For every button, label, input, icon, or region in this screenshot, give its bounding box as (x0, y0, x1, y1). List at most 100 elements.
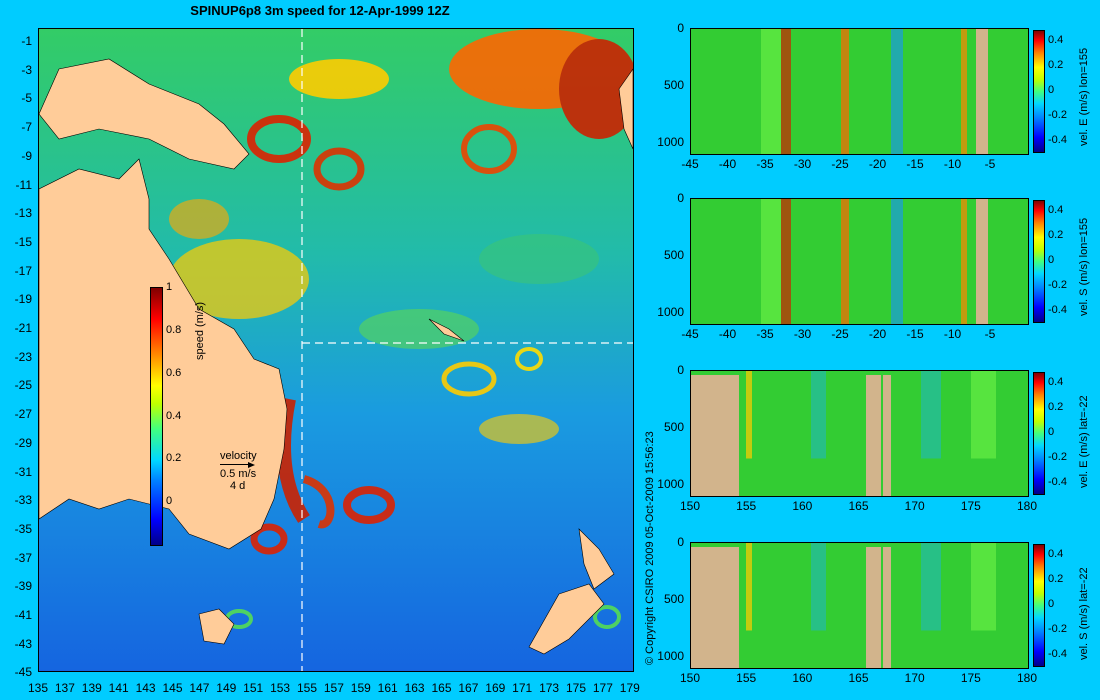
section-panel (690, 370, 1029, 497)
new-guinea (39, 58, 250, 170)
figure-title: SPINUP6p8 3m speed for 12-Apr-1999 12Z (190, 3, 450, 18)
panel-colorbar-tick: 0.2 (1048, 229, 1064, 241)
panel-xtick: -10 (943, 327, 962, 341)
section-canvas (691, 543, 1028, 668)
velocity-legend: velocity 0.5 m/s 4 d (220, 450, 257, 492)
map-ytick: -41 (14, 608, 32, 622)
panel-colorbar (1033, 544, 1045, 667)
panel-ytick: 500 (663, 78, 684, 92)
panel-ytick: 0 (677, 21, 684, 35)
map-xtick: 155 (296, 681, 318, 695)
map-ytick: -37 (14, 550, 32, 565)
velocity-legend-duration: 4 d (230, 480, 246, 492)
map-ytick: -39 (14, 579, 32, 594)
map-ytick: -5 (21, 91, 32, 106)
map-xtick: 165 (431, 681, 452, 695)
map-ytick: -27 (14, 407, 32, 422)
panel-xtick: -35 (756, 157, 774, 171)
panel-xtick: 155 (736, 671, 757, 685)
speed-map (38, 28, 634, 672)
panel-xtick: -40 (718, 327, 737, 341)
panel-xtick: -20 (868, 157, 887, 171)
map-ytick: -1 (21, 34, 32, 48)
map-xtick: 171 (512, 681, 533, 695)
panel-xtick: -40 (718, 157, 737, 171)
velocity-arrow-icon (220, 462, 256, 468)
panel-xtick: -15 (906, 157, 924, 171)
panel-colorbar-tick: 0 (1048, 84, 1055, 96)
panel-xtick: 180 (1016, 499, 1038, 513)
map-xtick: 139 (81, 681, 102, 695)
colorbar-label: speed (m/s) (194, 301, 206, 360)
panel-colorbar (1033, 372, 1045, 495)
map-ytick: -15 (14, 234, 32, 249)
panel-colorbar-tick: -0.4 (1048, 648, 1067, 660)
panel-colorbar-tick: 0.4 (1048, 204, 1064, 216)
panel-ytick: 0 (677, 535, 684, 549)
map-xtick: 145 (162, 681, 183, 695)
panel-xtick: -35 (756, 327, 774, 341)
section-panel (690, 28, 1029, 155)
map-ytick: -21 (14, 321, 32, 335)
panel-label: vel. S (m/s) lat=-22 (1078, 567, 1090, 660)
panel-colorbar-tick: -0.4 (1048, 476, 1067, 488)
panel-xtick: 155 (736, 499, 757, 513)
panel-colorbar-tick: 0.4 (1048, 376, 1064, 388)
panel-colorbar (1033, 30, 1045, 153)
panel-xtick: 150 (679, 499, 701, 513)
panel-xtick: 170 (904, 499, 925, 513)
panel-xtick: -15 (906, 327, 924, 341)
section-canvas (691, 371, 1028, 496)
map-ytick: -13 (14, 206, 32, 221)
map-ytick: -33 (14, 493, 32, 508)
map-xtick: 167 (458, 681, 479, 695)
australia (39, 158, 288, 550)
panel-colorbar-tick: 0.4 (1048, 548, 1064, 560)
new-zealand-north (578, 528, 615, 590)
map-xtick: 169 (485, 681, 506, 695)
panel-xtick: 160 (792, 499, 813, 513)
map-ytick: -29 (14, 435, 32, 450)
map-xtick: 147 (189, 681, 210, 695)
map-xtick: 143 (135, 681, 156, 695)
panel-xtick: 180 (1016, 671, 1038, 685)
map-ytick: -7 (21, 120, 32, 135)
map-xtick: 175 (565, 681, 587, 695)
map-xtick: 135 (27, 681, 49, 695)
map-xtick: 141 (108, 681, 129, 695)
panel-xtick: 165 (848, 671, 869, 685)
new-caledonia (428, 318, 465, 342)
velocity-legend-speed: 0.5 m/s (220, 468, 257, 480)
section-panel (690, 198, 1029, 325)
map-xtick: 177 (592, 681, 613, 695)
panel-ytick: 0 (677, 363, 684, 377)
colorbar-tick: 0 (166, 495, 173, 508)
new-zealand-south (528, 583, 605, 655)
map-xtick: 149 (216, 681, 237, 695)
map-ytick: -35 (14, 521, 32, 536)
map-xtick: 159 (350, 681, 371, 695)
panel-colorbar-tick: -0.2 (1048, 279, 1067, 291)
panel-ytick: 1000 (657, 477, 684, 491)
map-ytick: -19 (14, 292, 32, 307)
map-ytick: -45 (14, 665, 32, 680)
velocity-legend-title: velocity (220, 450, 257, 462)
map-ytick: -3 (21, 62, 32, 77)
panel-xtick: -25 (831, 157, 849, 171)
panel-ytick: 1000 (657, 649, 684, 663)
panel-xtick: 175 (960, 499, 981, 513)
panel-xtick: -5 (984, 327, 996, 341)
panel-xtick: -45 (681, 157, 699, 171)
map-xtick: 137 (54, 681, 75, 695)
map-ytick: -31 (14, 464, 32, 479)
speed-map-canvas (39, 29, 633, 671)
map-xtick: 153 (270, 681, 291, 695)
land-masses (39, 58, 633, 655)
colorbar-tick: 0.6 (166, 366, 182, 379)
panel-label: vel. E (m/s) lat=-22 (1078, 395, 1090, 488)
map-xtick: 163 (404, 681, 425, 695)
panel-colorbar-tick: -0.2 (1048, 623, 1067, 635)
map-ytick: -23 (14, 349, 32, 364)
colorbar-tick: 1 (166, 281, 173, 293)
panel-colorbar (1033, 200, 1045, 323)
